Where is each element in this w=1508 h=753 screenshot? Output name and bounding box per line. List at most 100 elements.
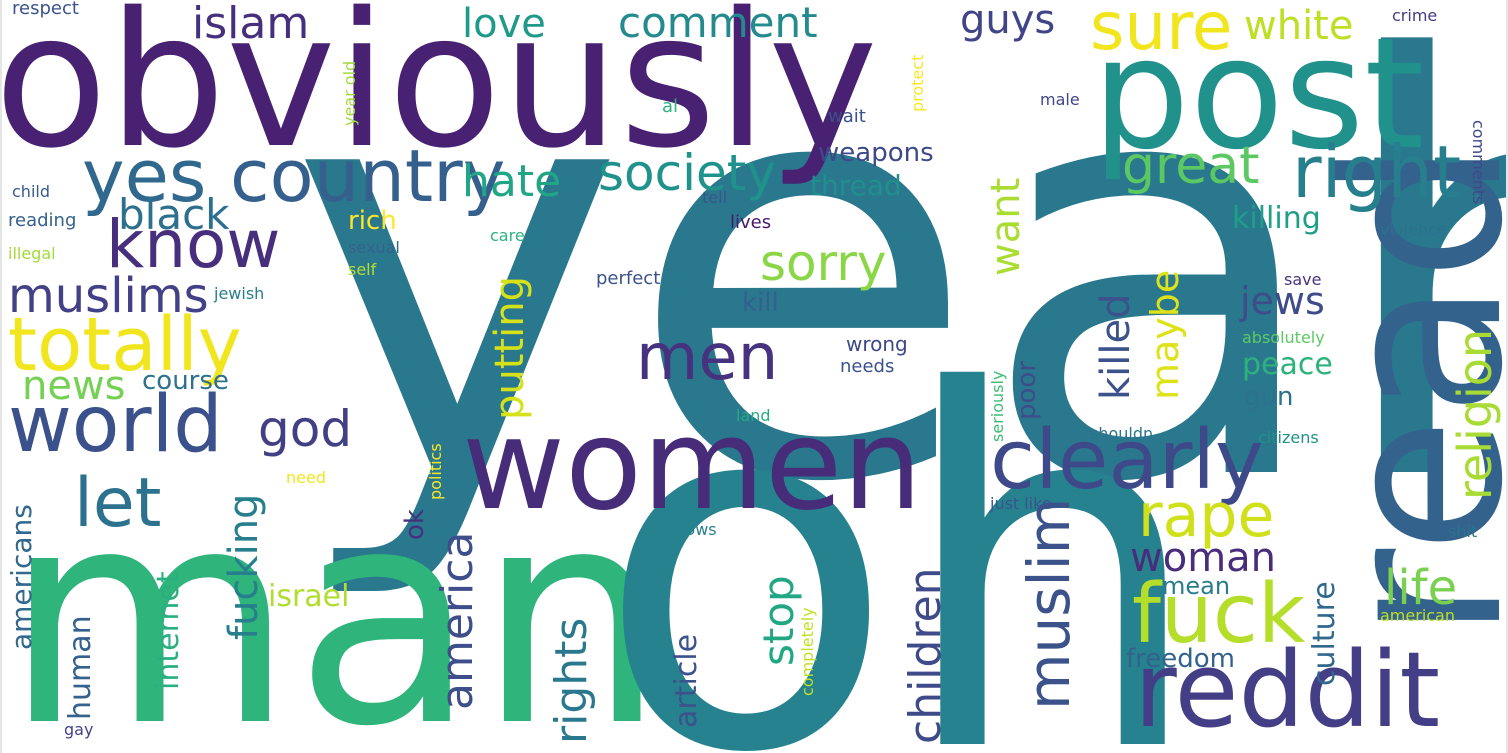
word-children: children <box>900 567 951 744</box>
word-white: white <box>1244 3 1354 49</box>
word-oh: oh <box>596 289 1207 753</box>
word-killing: killing <box>1232 201 1321 236</box>
word-child: child <box>12 182 50 201</box>
word-reddit: reddit <box>1134 629 1441 751</box>
word-sorry: sorry <box>760 234 887 292</box>
word-politics: politics <box>426 443 445 500</box>
word-clearly: clearly <box>990 413 1264 508</box>
word-american: american <box>1380 606 1455 625</box>
word-perfect: perfect <box>596 268 661 289</box>
word-thread: thread <box>810 169 902 202</box>
word-land: land <box>736 406 771 425</box>
word-reading: reading <box>8 210 77 231</box>
word-yeah: yeah <box>288 0 1508 607</box>
word-respect: respect <box>12 0 79 19</box>
word-freedom: freedom <box>1126 644 1236 674</box>
word-protect: protect <box>908 54 927 112</box>
word-care: care <box>490 226 525 245</box>
word-culture: culture <box>1307 581 1342 686</box>
word-woman: woman <box>1130 535 1277 581</box>
word-gun: gun <box>1244 382 1294 412</box>
word-crime: crime <box>1392 6 1438 25</box>
word-israel: israel <box>268 579 350 614</box>
word-yes: yes <box>82 134 207 218</box>
word-america: america <box>432 531 483 710</box>
word-killed: killed <box>1093 293 1139 400</box>
word-violence: violence <box>1380 220 1447 239</box>
word-man: man <box>4 445 666 753</box>
word-lives: lives <box>730 212 772 233</box>
word-course: course <box>142 366 229 396</box>
word-tell: tell <box>702 188 728 207</box>
word-comment: comment <box>618 0 818 47</box>
word-knows: knows <box>666 520 717 539</box>
word-shit: shit <box>1448 522 1478 541</box>
word-just-like: just like <box>990 494 1052 513</box>
word-al: al <box>662 96 679 117</box>
word-post: post <box>1092 5 1425 184</box>
word-stop: stop <box>754 575 803 666</box>
word-jews: jews <box>1240 279 1325 323</box>
word-citizens: citizens <box>1258 428 1319 447</box>
word-comments: comments <box>1469 120 1488 205</box>
word-human: human <box>63 615 98 720</box>
word-obviously: obviously <box>0 0 878 189</box>
word-life: life <box>1384 560 1458 616</box>
word-totally: totally <box>8 302 242 388</box>
word-ok: ok <box>400 509 430 540</box>
word-muslims: muslims <box>8 268 209 324</box>
word-fucking: fucking <box>221 493 267 640</box>
word-mean: mean <box>1162 572 1231 600</box>
word-internet: internet <box>151 571 186 690</box>
word-peace: peace <box>1242 347 1333 382</box>
word-article: article <box>669 633 704 728</box>
word-maybe: maybe <box>1143 269 1187 400</box>
word-wrong: wrong <box>846 332 908 356</box>
word-shouldn: shouldn <box>1090 424 1154 443</box>
word-world: world <box>8 380 223 470</box>
word-society: society <box>598 144 776 202</box>
word-seriously: seriously <box>988 370 1007 442</box>
word-save: save <box>1284 270 1322 289</box>
word-black: black <box>118 190 230 239</box>
word-love: love <box>462 1 546 47</box>
word-americans: americans <box>5 504 38 650</box>
word-want: want <box>983 177 1029 276</box>
word-news: news <box>22 363 126 409</box>
word-weapons: weapons <box>818 138 934 168</box>
word-sure: sure <box>1090 0 1233 65</box>
word-jewish: jewish <box>214 284 265 303</box>
word-religion: religion <box>1448 328 1502 500</box>
word-god: god <box>258 400 353 458</box>
word-wait: wait <box>828 106 866 127</box>
word-sexual: sexual <box>348 238 400 257</box>
word-completely: completely <box>798 607 817 696</box>
word-country: country <box>230 134 506 218</box>
word-need: need <box>286 468 326 487</box>
word-rich: rich <box>348 206 397 236</box>
word-let: let <box>74 464 162 543</box>
word-fuck: fuck <box>1132 567 1306 662</box>
word-gay: gay <box>64 720 94 739</box>
word-women: women <box>462 391 923 538</box>
word-putting: putting <box>487 276 533 420</box>
word-poor: poor <box>1012 360 1042 420</box>
word-men: men <box>636 321 779 395</box>
word-needs: needs <box>840 356 895 377</box>
word-hate: hate <box>462 156 562 207</box>
word-rape: rape <box>1138 481 1275 551</box>
word-year-old: year old <box>340 60 359 126</box>
word-absolutely: absolutely <box>1242 328 1325 347</box>
word-muslim: muslim <box>1015 497 1083 710</box>
word-self: self <box>348 260 377 279</box>
word-rights: rights <box>546 617 597 744</box>
word-kill: kill <box>742 288 779 318</box>
word-islam: islam <box>192 0 310 49</box>
word-male: male <box>1040 90 1080 109</box>
word-great: great <box>1122 136 1260 196</box>
word-illegal: illegal <box>8 244 56 263</box>
word-guys: guys <box>960 0 1056 43</box>
word-know: know <box>106 206 281 283</box>
word-right: right <box>1292 130 1462 214</box>
